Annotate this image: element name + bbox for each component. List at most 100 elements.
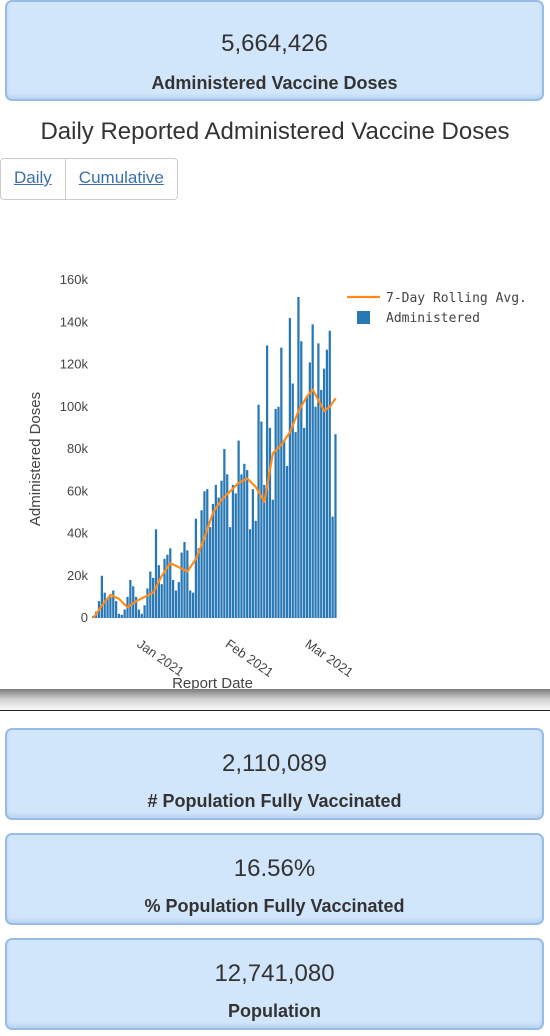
y-tick-label: 160k [60, 272, 89, 287]
bar [308, 362, 311, 618]
bar [277, 406, 280, 618]
bar [254, 520, 257, 618]
population-card: 12,741,080 Population [5, 938, 544, 1030]
section-divider-shadow [0, 689, 550, 711]
bar [163, 558, 166, 618]
bar [251, 489, 254, 618]
bar [129, 579, 132, 618]
y-tick-label: 140k [60, 314, 89, 329]
rolling-average-line [92, 388, 337, 619]
bar [257, 404, 260, 618]
bar [322, 368, 326, 618]
bar [237, 440, 240, 618]
bar [228, 527, 232, 618]
administered-doses-card: 5,664,426 Administered Vaccine Doses [5, 0, 544, 101]
bar [171, 579, 175, 618]
bar [291, 383, 294, 618]
bar [211, 503, 215, 618]
bar [320, 389, 323, 618]
bar [311, 324, 314, 618]
bar [288, 318, 292, 618]
bar [226, 474, 229, 618]
fully-vaccinated-percent-label: % Population Fully Vaccinated [144, 896, 405, 916]
legend-rolling-avg: 7-Day Rolling Avg. [386, 291, 527, 306]
fully-vaccinated-percent-card: 16.56% % Population Fully Vaccinated [5, 833, 544, 925]
bar [260, 421, 263, 618]
daily-doses-chart: 0 20k 40k 60k 80k 100k 120k 140k 160k Jan 2021 Feb… [27, 272, 527, 690]
bar [231, 484, 235, 618]
fully-vaccinated-count-value: 2,110,089 [222, 750, 327, 777]
bar [137, 609, 141, 618]
bar [100, 575, 103, 618]
x-tick-label: Feb 2021 [223, 636, 277, 680]
bar [248, 529, 252, 618]
bar [194, 518, 198, 618]
bar [140, 613, 143, 618]
y-tick-label: 40k [67, 526, 88, 541]
bar [197, 548, 200, 618]
administered-doses-value: 5,664,426 [221, 30, 328, 57]
bar [191, 592, 195, 618]
fully-vaccinated-percent-value: 16.56% [233, 855, 316, 882]
bar [297, 296, 300, 618]
bar [280, 347, 283, 618]
bar [146, 588, 149, 618]
bar [234, 493, 237, 618]
y-tick-label: 80k [67, 441, 88, 456]
bar [183, 541, 186, 618]
bar [120, 614, 123, 618]
bar [283, 440, 286, 618]
y-tick-label: 100k [60, 399, 89, 414]
legend-bar-swatch [357, 311, 370, 324]
bar [154, 529, 158, 618]
bar [114, 601, 118, 618]
population-label: Population [228, 1001, 321, 1021]
bar [103, 592, 106, 618]
bar [263, 484, 266, 618]
bar [177, 582, 180, 618]
bar [331, 516, 334, 618]
bar [243, 463, 246, 618]
bar [246, 470, 249, 618]
y-tick-label: 0 [81, 610, 88, 625]
bar [334, 434, 337, 618]
bar [314, 406, 317, 618]
bar [189, 590, 192, 618]
bar [274, 408, 277, 618]
bar [180, 552, 183, 618]
x-tick-label: Jan 2021 [134, 636, 186, 679]
section-divider [0, 710, 550, 711]
bar [214, 484, 217, 618]
y-axis-title: Administered Doses [27, 392, 44, 526]
fully-vaccinated-count-label: # Population Fully Vaccinated [147, 791, 402, 811]
bar [303, 427, 306, 618]
bar [268, 427, 272, 618]
bar [300, 341, 303, 618]
bar [203, 491, 206, 618]
fully-vaccinated-count-card: 2,110,089 # Population Fully Vaccinated [5, 728, 544, 820]
tab-daily[interactable]: Daily [14, 168, 52, 187]
bar [305, 396, 309, 618]
bar [317, 343, 320, 618]
bar [117, 613, 121, 618]
bar [143, 605, 146, 618]
bar [134, 596, 138, 618]
population-value: 12,741,080 [214, 960, 335, 987]
bar [166, 554, 169, 618]
bar [209, 527, 212, 618]
y-tick-label: 20k [67, 568, 88, 583]
y-tick-label: 60k [67, 483, 88, 498]
bar [328, 330, 331, 618]
bar [174, 590, 178, 618]
bar [112, 590, 115, 618]
tab-cumulative[interactable]: Cumulative [64, 159, 177, 199]
bar [206, 489, 209, 618]
chart-tabs: Daily Cumulative [0, 158, 178, 200]
x-axis-title: Report Date [172, 675, 253, 690]
bar [200, 510, 203, 618]
bar [186, 550, 189, 618]
bar [325, 349, 329, 618]
bar [106, 598, 109, 618]
bar [294, 432, 297, 618]
bar [220, 480, 223, 618]
